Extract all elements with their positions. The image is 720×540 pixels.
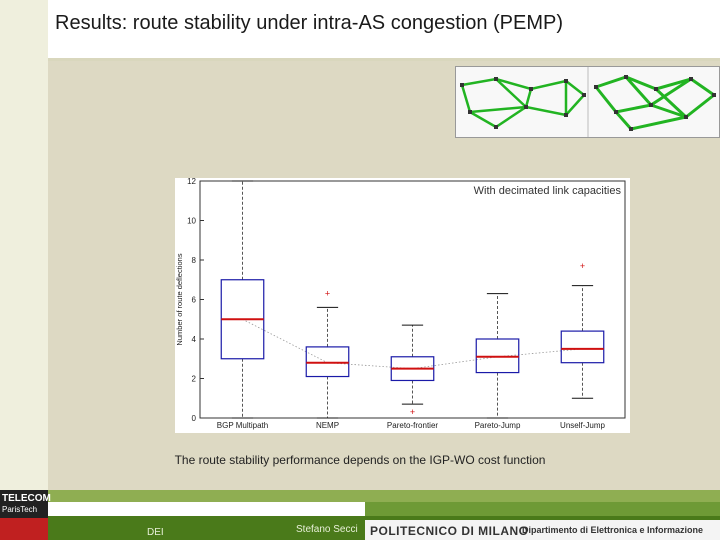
footer-green-band — [48, 490, 720, 502]
x-tick-label: Unself-Jump — [560, 421, 605, 430]
outlier-point: + — [580, 261, 585, 271]
left-accent-strip — [0, 0, 48, 490]
footer-polimi-panel — [365, 520, 720, 540]
network-topology-icon — [460, 67, 716, 137]
x-tick-label: Pareto-Jump — [475, 421, 521, 430]
footer-green-band-2 — [365, 502, 720, 516]
box-plot-chart: 0 2 4 6 8 10 12 Number of route deflections With… — [175, 177, 630, 433]
slide-caption: The route stability performance depends … — [174, 453, 546, 467]
chart-annotation: With decimated link capacities — [474, 185, 622, 197]
bottom-left-logo — [0, 518, 48, 540]
x-tick-label: BGP Multipath — [217, 421, 268, 430]
y-tick-label: 8 — [192, 256, 197, 265]
footer-author: Stefano Secci — [296, 524, 358, 535]
slide-title: Results: route stability under intra-AS … — [55, 12, 563, 34]
outlier-point: + — [410, 407, 415, 417]
y-tick-label: 2 — [192, 375, 197, 384]
median-trend-line — [242, 318, 583, 370]
box-plot-svg: 0 2 4 6 8 10 12 Number of route deflections With… — [175, 177, 626, 430]
box-iqr — [560, 330, 605, 364]
network-topology-thumbnail — [455, 66, 720, 138]
y-tick-label: 0 — [192, 414, 197, 423]
footer-dei: DEI — [147, 527, 164, 538]
polimi-logo-text: POLITECNICO DI MILANO — [370, 524, 529, 538]
x-tick-label: Pareto-frontier — [387, 421, 438, 430]
telecom-logo: TELECOM ParisTech — [0, 490, 51, 518]
telecom-logo-line2: ParisTech — [2, 505, 38, 514]
telecom-logo-line1: TELECOM — [2, 493, 51, 504]
y-axis-label: Number of route deflections — [175, 253, 184, 345]
title-divider — [48, 58, 720, 61]
outlier-point: + — [325, 289, 330, 299]
department-label: Dipartimento di Elettronica e Informazio… — [522, 525, 704, 535]
x-tick-label: NEMP — [316, 421, 339, 430]
y-tick-label: 6 — [192, 296, 197, 305]
y-tick-label: 10 — [187, 217, 196, 226]
y-tick-label: 4 — [192, 335, 197, 344]
y-tick-label: 12 — [187, 178, 196, 186]
